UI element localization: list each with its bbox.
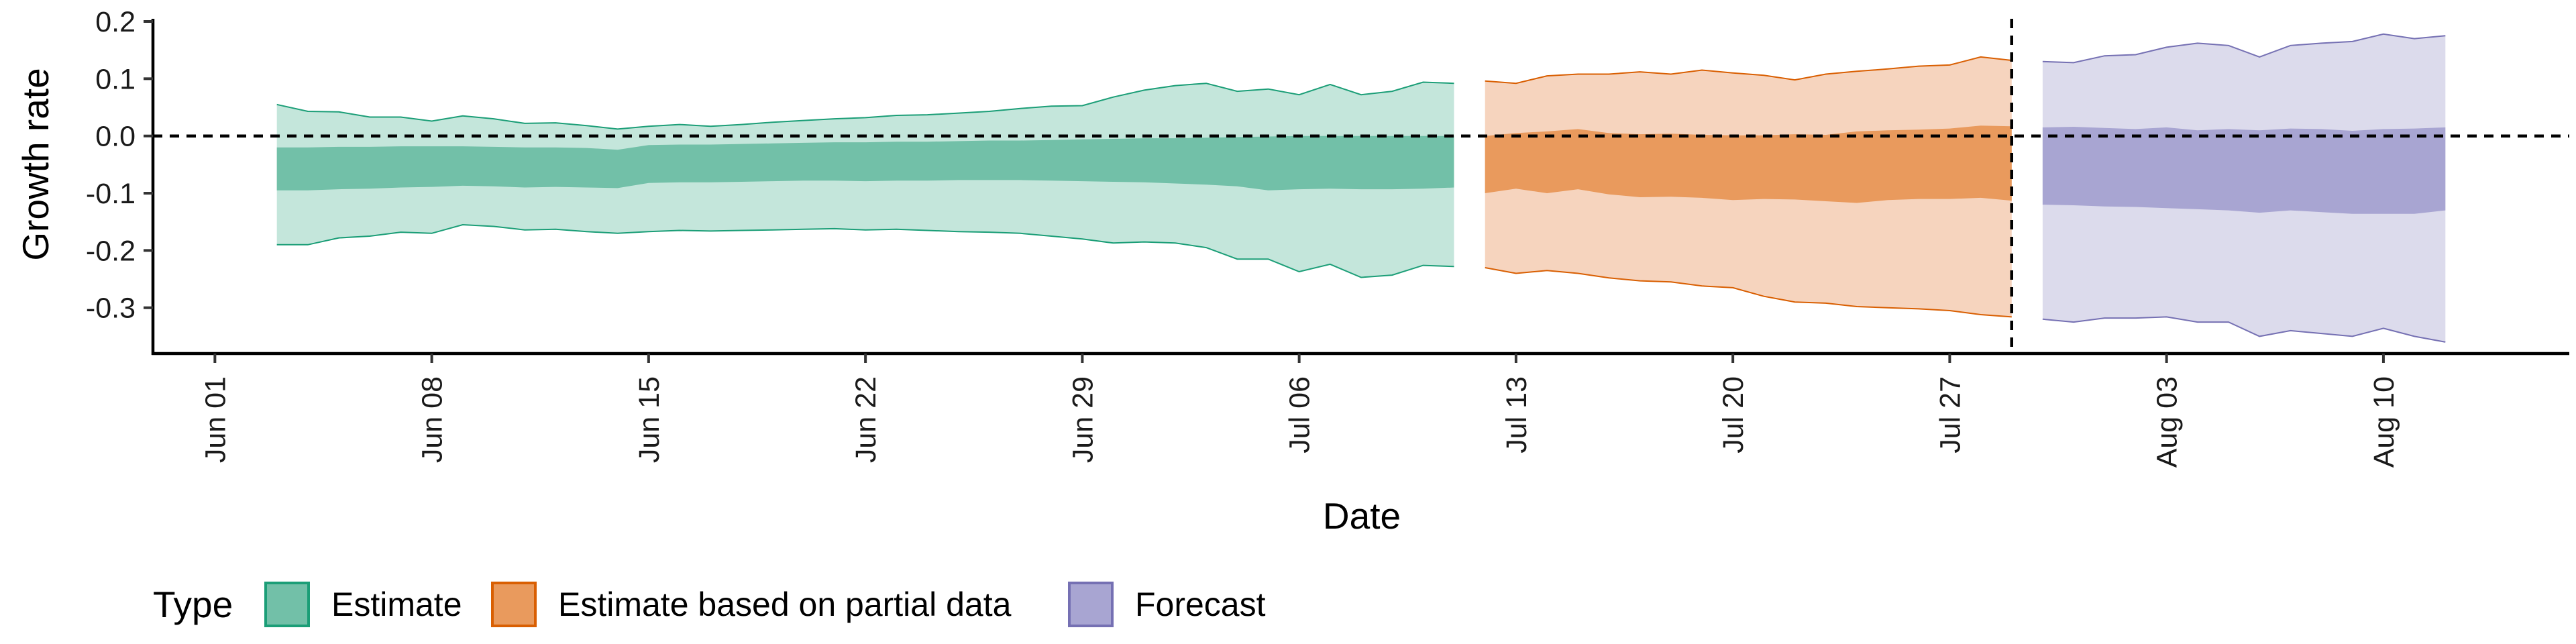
x-tick-label: Aug 10 — [2368, 376, 2400, 468]
x-tick-label: Jun 22 — [850, 376, 882, 463]
forecast-lower-edge — [2042, 316, 2446, 343]
x-tick-label: Jul 20 — [1717, 376, 1750, 453]
estimate-based-on-partial-data-legend-label: Estimate based on partial data — [558, 586, 1012, 623]
x-tick-label: Jun 29 — [1067, 376, 1099, 463]
y-tick-label: -0.3 — [86, 292, 136, 325]
plot-bands — [276, 33, 2446, 343]
estimate-based-on-partial-data-legend-key — [491, 582, 537, 627]
forecast-legend-label: Forecast — [1135, 586, 1266, 623]
estimate-upper-edge — [276, 81, 1454, 130]
y-tick-label: 0.0 — [95, 121, 136, 153]
estimate-lower-edge — [276, 223, 1454, 278]
x-tick-label: Jun 08 — [417, 376, 449, 463]
estimate-based-on-partial-data-inner-band — [1485, 125, 2012, 203]
reference-lines — [153, 19, 2569, 354]
y-tick-label: -0.2 — [86, 235, 136, 267]
x-tick-label: Aug 03 — [2151, 376, 2184, 468]
x-axis-title: Date — [1323, 495, 1401, 537]
forecast-inner-band — [2042, 127, 2446, 214]
estimate-based-on-partial-data-upper-edge — [1485, 56, 2012, 85]
x-tick-label: Jul 27 — [1934, 376, 1966, 453]
legend-title: Type — [153, 584, 233, 625]
estimate-legend-key — [264, 582, 310, 627]
legend: Type Estimate Estimate based on partial d… — [153, 582, 1266, 627]
y-tick-label: 0.1 — [95, 63, 136, 95]
x-tick-label: Jul 06 — [1284, 376, 1316, 453]
y-axis-title: Growth rate — [15, 68, 56, 260]
legend-items: Estimate Estimate based on partial data Fo… — [264, 582, 1266, 627]
x-tick-label: Jul 13 — [1501, 376, 1533, 453]
estimate-inner-band — [276, 136, 1454, 191]
forecast-legend-key — [1068, 582, 1114, 627]
x-tick-label: Jun 01 — [199, 376, 231, 463]
forecast-upper-edge — [2042, 33, 2446, 64]
y-axis-ticks: 0.2 0.1 0.0 -0.1 -0.2 -0.3 — [86, 6, 153, 325]
y-tick-label: 0.2 — [95, 6, 136, 38]
estimate-legend-label: Estimate — [331, 586, 462, 623]
x-tick-label: Jun 15 — [633, 376, 665, 463]
x-axis-ticks: Jun 01 Jun 08 Jun 15 Jun 22 Jun 29 Jul 06 Jul … — [199, 354, 2400, 468]
estimate-based-on-partial-data-lower-edge — [1485, 267, 2012, 318]
y-tick-label: -0.1 — [86, 178, 136, 210]
